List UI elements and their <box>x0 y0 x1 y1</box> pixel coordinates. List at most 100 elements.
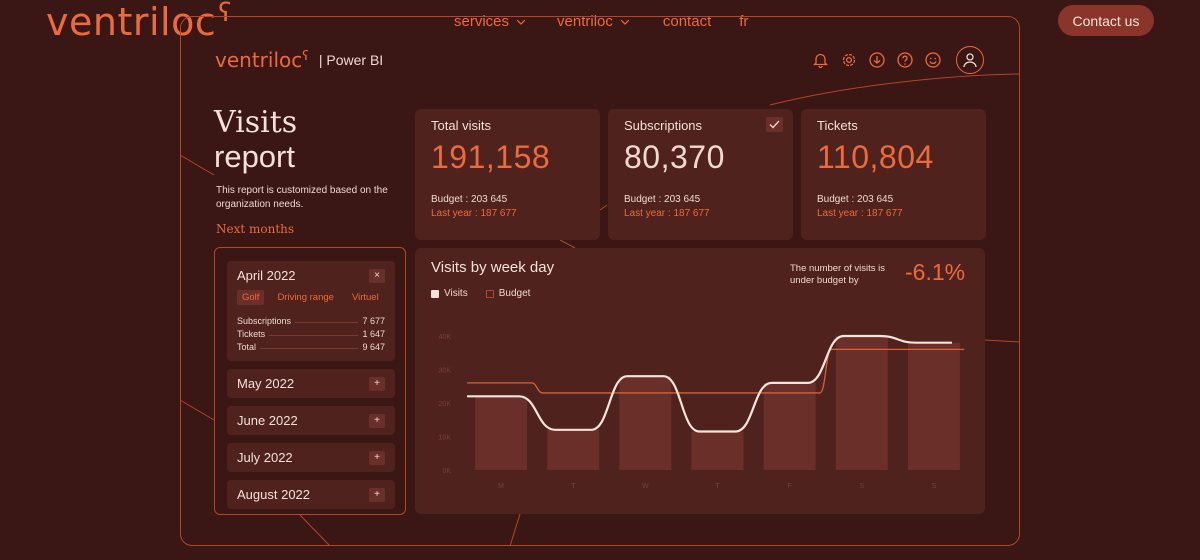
under-budget-value: -6.1% <box>905 259 966 285</box>
kpi-last-year: Last year : 187 677 <box>817 208 903 219</box>
filter-virtuel[interactable]: Virtuel <box>351 292 379 303</box>
nav-label: ventriloc <box>557 13 613 30</box>
bar-visits[interactable] <box>475 396 528 470</box>
bell-icon[interactable] <box>812 52 829 69</box>
month-card-may[interactable]: May 2022 + <box>227 369 395 398</box>
kpi-last-year: Last year : 187 677 <box>431 208 517 219</box>
expand-icon[interactable]: + <box>369 413 385 428</box>
x-tick-label: F <box>788 483 792 490</box>
nav-item-ventriloc[interactable]: ventriloc <box>557 13 630 30</box>
y-tick-label: 40K <box>439 334 452 341</box>
bar-visits[interactable] <box>691 431 744 470</box>
line-budget <box>467 348 965 394</box>
y-tick-label: 30K <box>439 368 452 375</box>
under-budget-text: The number of visits is under budget by <box>790 263 886 286</box>
month-card-august[interactable]: August 2022 + <box>227 480 395 509</box>
next-months-heading: Next months <box>216 222 295 236</box>
x-tick-label: S <box>859 483 864 490</box>
kpi-title: Tickets <box>817 118 858 133</box>
bar-visits[interactable] <box>763 382 816 470</box>
nav-label: services <box>454 13 510 30</box>
nav-item-language[interactable]: fr <box>739 13 748 30</box>
gear-icon[interactable] <box>840 52 857 69</box>
report-brand-text: ventriloc <box>215 48 303 72</box>
filter-group: Golf Driving range Virtuel <box>237 290 385 305</box>
kpi-budget: Budget : 203 645 <box>624 194 701 205</box>
months-panel: April 2022 × Golf Driving range Virtuel … <box>214 247 406 515</box>
legend-label: Visits <box>444 288 468 299</box>
month-name: July 2022 <box>237 450 293 465</box>
help-icon[interactable] <box>896 52 913 69</box>
report-brand: ventrilocʕ | Power BI <box>215 48 383 72</box>
check-icon[interactable] <box>766 117 783 132</box>
chart-legend: Visits Budget <box>431 288 530 299</box>
kpi-last-year: Last year : 187 677 <box>624 208 710 219</box>
stat-row: Subscriptions 7 677 <box>237 315 385 328</box>
stat-value: 7 677 <box>362 316 385 326</box>
month-name: August 2022 <box>237 487 311 502</box>
filter-golf[interactable]: Golf <box>237 290 265 305</box>
site-nav: services ventriloc contact fr <box>454 13 748 30</box>
filter-driving-range[interactable]: Driving range <box>277 292 334 303</box>
kpi-card-total-visits[interactable]: Total visits 191,158 Budget : 203 645 La… <box>415 109 600 240</box>
legend-item-budget[interactable]: Budget <box>485 288 531 299</box>
kpi-value: 191,158 <box>431 139 551 175</box>
expand-icon[interactable]: + <box>369 450 385 465</box>
nav-label: fr <box>739 13 749 30</box>
stat-value: 9 647 <box>362 342 385 352</box>
download-icon[interactable] <box>868 52 885 69</box>
legend-swatch <box>485 289 494 298</box>
report-toolbar <box>812 46 984 74</box>
nav-item-services[interactable]: services <box>454 13 526 30</box>
month-card-june[interactable]: June 2022 + <box>227 406 395 435</box>
x-tick-label: S <box>932 483 937 490</box>
logo-mark-icon: ʕ <box>302 49 309 64</box>
month-card-april: April 2022 × Golf Driving range Virtuel … <box>227 261 395 361</box>
y-tick-label: 10K <box>439 435 452 442</box>
month-name: June 2022 <box>237 413 298 428</box>
chevron-down-icon <box>516 17 526 27</box>
bar-visits[interactable] <box>835 336 888 470</box>
x-tick-label: W <box>642 483 649 490</box>
expand-icon[interactable]: + <box>369 487 385 502</box>
user-avatar-icon[interactable] <box>956 46 984 74</box>
kpi-budget: Budget : 203 645 <box>431 194 508 205</box>
close-icon[interactable]: × <box>369 268 385 283</box>
report-product-name: | Power BI <box>318 52 384 68</box>
logo-mark-icon: ʕ <box>218 0 233 28</box>
month-stats: Subscriptions 7 677 Tickets 1 647 Total 9 6… <box>237 315 385 354</box>
legend-label: Budget <box>498 288 531 299</box>
legend-swatch <box>431 289 439 298</box>
stat-label: Subscriptions <box>237 316 292 326</box>
kpi-budget: Budget : 203 645 <box>817 194 894 205</box>
expand-icon[interactable]: + <box>369 376 385 391</box>
x-tick-label: M <box>498 483 504 490</box>
month-card-july[interactable]: July 2022 + <box>227 443 395 472</box>
kpi-value: 80,370 <box>624 139 725 175</box>
bar-visits[interactable] <box>547 429 600 470</box>
chart-plot: 0K 10K 20K 30K 40K M T W T F S S <box>439 334 965 490</box>
kpi-card-subscriptions[interactable]: Subscriptions 80,370 Budget : 203 645 La… <box>608 109 793 240</box>
report-description: This report is customized based on the o… <box>216 185 388 210</box>
smiley-icon[interactable] <box>924 52 941 69</box>
nav-item-contact[interactable]: contact <box>663 13 711 30</box>
kpi-card-tickets[interactable]: Tickets 110,804 Budget : 203 645 Last ye… <box>801 109 986 240</box>
stat-label: Total <box>237 342 257 352</box>
month-name: April 2022 <box>237 268 296 283</box>
line-visits <box>467 334 952 433</box>
legend-item-visits[interactable]: Visits <box>431 288 468 299</box>
kpi-value: 110,804 <box>817 139 934 175</box>
x-tick-label: T <box>715 483 720 490</box>
contact-us-button[interactable]: Contact us <box>1058 5 1154 36</box>
visits-by-weekday-chart: Visits by week day Visits Budget The num… <box>415 248 985 514</box>
bar-visits[interactable] <box>907 342 960 470</box>
y-tick-label: 0K <box>442 468 451 475</box>
site-logo[interactable]: ventrilocʕ <box>46 0 233 49</box>
stat-row: Total 9 647 <box>237 341 385 354</box>
stat-label: Tickets <box>237 329 266 339</box>
x-tick-label: T <box>571 483 576 490</box>
stat-row: Tickets 1 647 <box>237 328 385 341</box>
nav-label: contact <box>662 13 712 30</box>
bar-visits[interactable] <box>619 376 672 470</box>
page-title-line-2: report <box>214 139 295 174</box>
